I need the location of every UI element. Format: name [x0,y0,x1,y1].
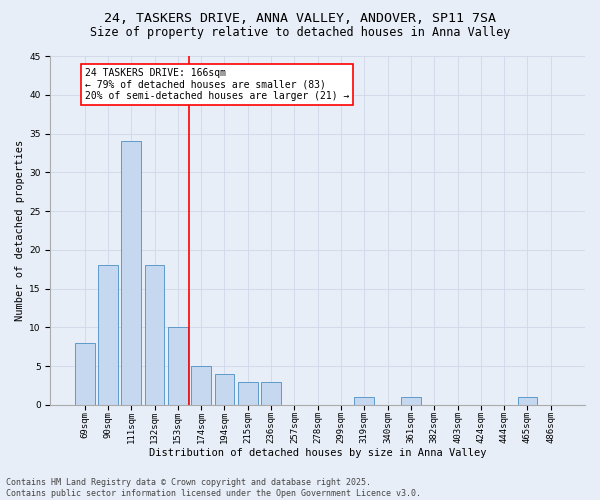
Text: 24 TASKERS DRIVE: 166sqm
← 79% of detached houses are smaller (83)
20% of semi-d: 24 TASKERS DRIVE: 166sqm ← 79% of detach… [85,68,349,101]
Text: 24, TASKERS DRIVE, ANNA VALLEY, ANDOVER, SP11 7SA: 24, TASKERS DRIVE, ANNA VALLEY, ANDOVER,… [104,12,496,26]
Bar [355,397,374,405]
Bar [145,266,164,405]
Bar [401,397,421,405]
Bar [238,382,257,405]
Text: Contains HM Land Registry data © Crown copyright and database right 2025.
Contai: Contains HM Land Registry data © Crown c… [6,478,421,498]
Bar [215,374,235,405]
X-axis label: Distribution of detached houses by size in Anna Valley: Distribution of detached houses by size … [149,448,487,458]
Y-axis label: Number of detached properties: Number of detached properties [15,140,25,321]
Bar [121,142,141,405]
Bar [191,366,211,405]
Bar [74,343,95,405]
Text: Size of property relative to detached houses in Anna Valley: Size of property relative to detached ho… [90,26,510,39]
Bar [168,328,188,405]
Bar [518,397,538,405]
Bar [98,266,118,405]
Bar [261,382,281,405]
